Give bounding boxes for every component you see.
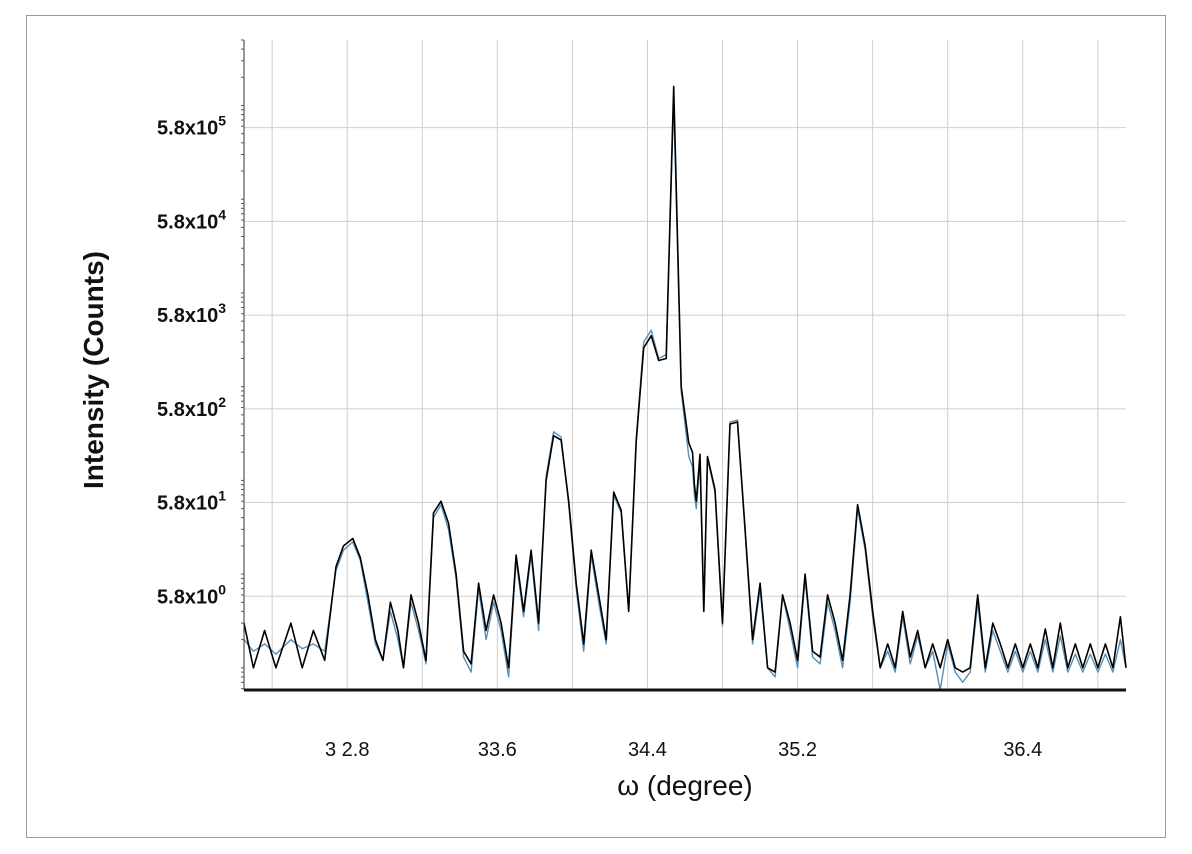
y-tick-label: 5.8x105 (157, 113, 226, 140)
y-tick-label: 5.8x103 (157, 300, 226, 327)
y-tick-label: 5.8x102 (157, 394, 226, 421)
y-tick-label: 5.8x101 (157, 488, 226, 515)
chart-frame (26, 15, 1166, 838)
x-tick-label: 35.2 (778, 739, 817, 761)
y-tick-label: 5.8x104 (157, 206, 226, 233)
y-tick-labels: 5.8x100 5.8x101 5.8x102 5.8x103 5.8x104 5.8x1… (157, 113, 226, 609)
series-line-measured (243, 85, 1127, 673)
x-tick-label: 34.4 (628, 739, 667, 761)
x-tick-label: 3 2.8 (325, 739, 369, 761)
axes (241, 39, 1126, 692)
x-tick-labels: 3 2.8 33.6 34.4 35.2 36.4 (325, 739, 1042, 761)
y-axis-label: Intensity (Counts) (78, 251, 109, 489)
x-tick-label: 36.4 (1003, 739, 1042, 761)
y-tick-label: 5.8x100 (157, 581, 226, 608)
gridlines (244, 40, 1126, 690)
x-tick-label: 33.6 (478, 739, 517, 761)
series-layer (243, 85, 1127, 691)
x-axis-label: ω (degree) (617, 770, 752, 801)
series-line-fit (243, 97, 1127, 691)
